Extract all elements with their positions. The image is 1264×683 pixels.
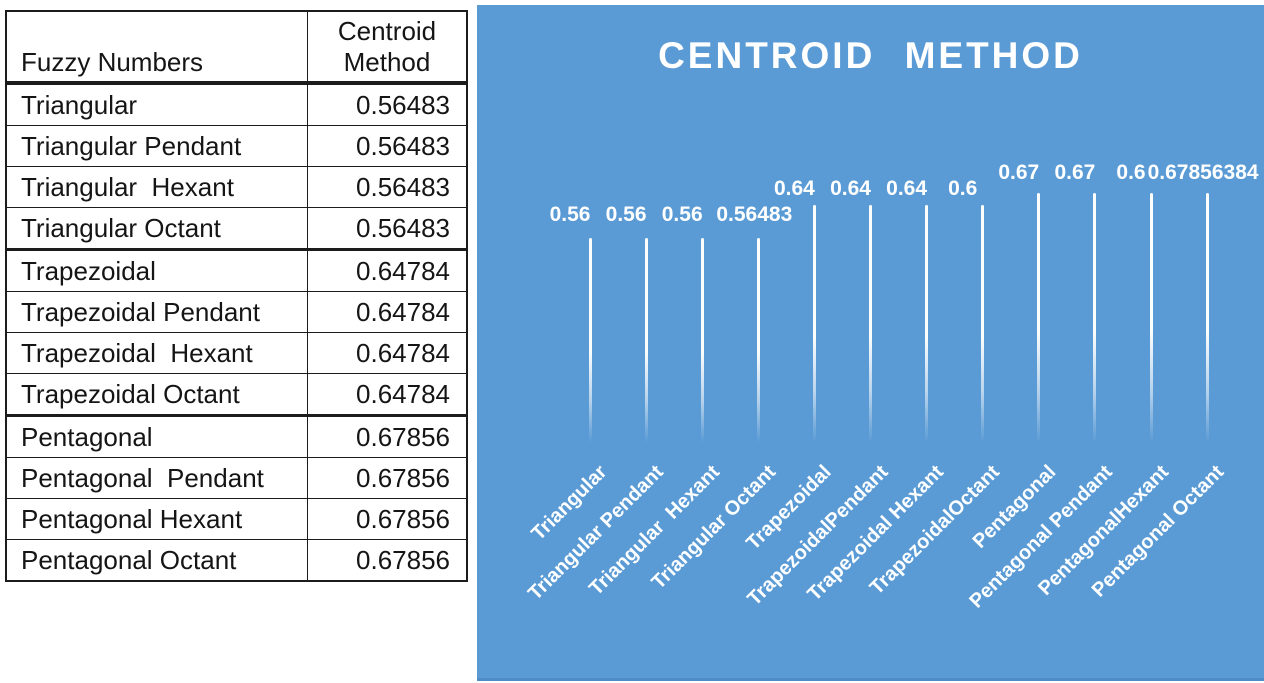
data-label: 0.56	[605, 203, 647, 226]
fuzzy-number-cell: Triangular Octant	[5, 207, 308, 251]
table: Fuzzy Numbers Centroid Method Triangular…	[5, 10, 468, 582]
data-label: 0.6	[1116, 161, 1146, 184]
value-stick	[812, 205, 816, 442]
centroid-value-cell: 0.64784	[307, 249, 468, 292]
data-label: 0.56483	[716, 203, 793, 226]
fuzzy-number-cell: Triangular Hexant	[5, 166, 308, 208]
centroid-value-cell: 0.64784	[307, 373, 468, 417]
table-body: Fuzzy Numbers Centroid Method Triangular…	[5, 10, 468, 582]
centroid-value-cell: 0.56483	[307, 207, 468, 251]
data-label: 0.67	[998, 161, 1040, 184]
value-stick	[756, 238, 760, 442]
value-stick	[644, 238, 648, 442]
header-centroid-method: Centroid Method	[307, 10, 468, 85]
value-stick	[588, 238, 592, 442]
centroid-chart: CENTROID METHOD 0.56 Triangular 0.56 Triang…	[477, 5, 1264, 681]
data-label: 0.6	[948, 177, 978, 200]
data-label: 0.67856384	[1147, 161, 1259, 184]
centroid-value-cell: 0.56483	[307, 82, 468, 126]
table-row: Triangular Hexant 0.56483	[5, 166, 468, 208]
table-row: Triangular Pendant 0.56483	[5, 125, 468, 167]
data-label: 0.64	[773, 177, 815, 200]
centroid-value-cell: 0.56483	[307, 166, 468, 208]
fuzzy-number-cell: Triangular Pendant	[5, 125, 308, 167]
table-row: Trapezoidal Hexant 0.64784	[5, 332, 468, 374]
fuzzy-number-cell: Pentagonal Hexant	[5, 498, 308, 540]
centroid-value-cell: 0.67856	[307, 415, 468, 458]
fuzzy-number-cell: Pentagonal Pendant	[5, 457, 308, 499]
table-row: Trapezoidal Pendant 0.64784	[5, 291, 468, 333]
table-row: Triangular 0.56483	[5, 82, 468, 126]
value-stick	[700, 238, 704, 442]
fuzzy-number-cell: Pentagonal Octant	[5, 539, 308, 582]
value-stick	[1205, 193, 1209, 442]
fuzzy-numbers-table: Fuzzy Numbers Centroid Method Triangular…	[5, 10, 468, 582]
table-row: Trapezoidal Octant 0.64784	[5, 373, 468, 417]
fuzzy-number-cell: Trapezoidal	[5, 249, 308, 292]
value-stick	[1093, 193, 1097, 442]
centroid-value-cell: 0.56483	[307, 125, 468, 167]
centroid-value-cell: 0.67856	[307, 498, 468, 540]
value-stick	[925, 205, 929, 442]
centroid-value-cell: 0.67856	[307, 457, 468, 499]
centroid-value-cell: 0.64784	[307, 332, 468, 374]
data-label: 0.64	[886, 177, 928, 200]
table-row: Pentagonal Pendant 0.67856	[5, 457, 468, 499]
data-label: 0.56	[549, 203, 591, 226]
data-label: 0.56	[661, 203, 703, 226]
table-row: Trapezoidal 0.64784	[5, 249, 468, 292]
header-fuzzy-numbers: Fuzzy Numbers	[5, 10, 308, 85]
fuzzy-number-cell: Trapezoidal Pendant	[5, 291, 308, 333]
table-row: Triangular Octant 0.56483	[5, 207, 468, 251]
centroid-value-cell: 0.67856	[307, 539, 468, 582]
table-row: Pentagonal 0.67856	[5, 415, 468, 458]
value-stick	[1037, 193, 1041, 442]
fuzzy-number-cell: Pentagonal	[5, 415, 308, 458]
fuzzy-number-cell: Trapezoidal Hexant	[5, 332, 308, 374]
value-stick	[1149, 193, 1153, 442]
value-stick	[981, 205, 985, 442]
table-row: Pentagonal Hexant 0.67856	[5, 498, 468, 540]
table-row: Pentagonal Octant 0.67856	[5, 539, 468, 582]
chart-title: CENTROID METHOD	[658, 35, 1083, 76]
value-stick	[869, 205, 872, 442]
fuzzy-number-cell: Triangular	[5, 82, 308, 126]
table-header-row: Fuzzy Numbers Centroid Method	[5, 10, 468, 85]
fuzzy-number-cell: Trapezoidal Octant	[5, 373, 308, 417]
data-label: 0.64	[830, 177, 871, 200]
centroid-value-cell: 0.64784	[307, 291, 468, 333]
data-label: 0.67	[1054, 161, 1096, 184]
